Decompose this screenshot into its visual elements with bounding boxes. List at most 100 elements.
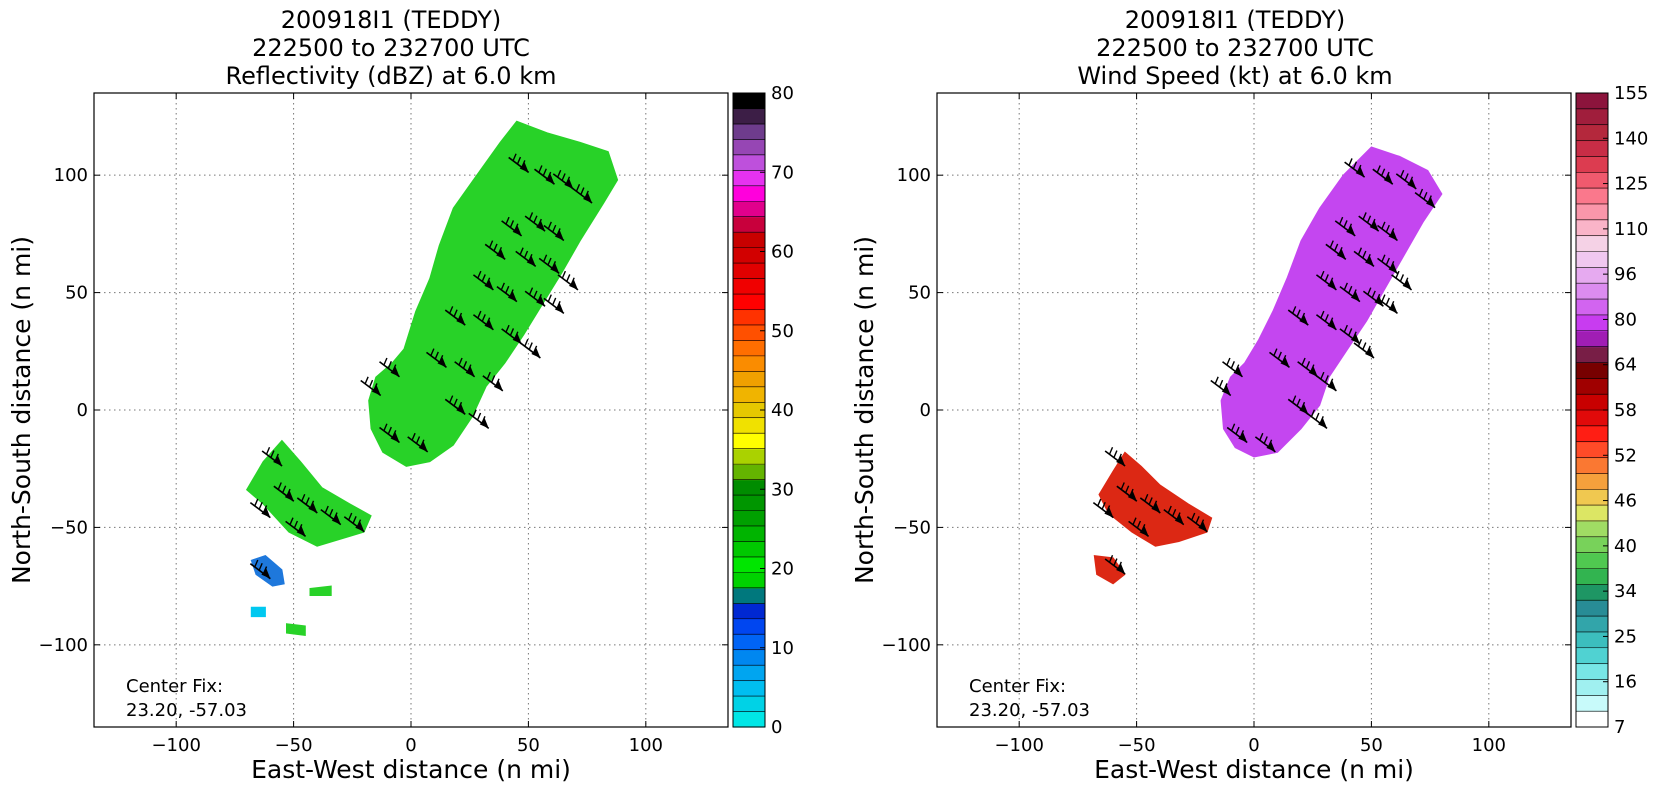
colorbar-swatch <box>733 696 765 713</box>
colorbar-swatch <box>1576 489 1608 506</box>
wind-barb <box>1353 338 1375 359</box>
wind-barb <box>1306 409 1328 430</box>
colorbar-tick-label: 140 <box>1614 128 1648 149</box>
colorbar: 7 16 25 34 40 46 52 58 64 80 96 110 125 140 155 <box>1575 83 1648 738</box>
colorbar-swatch <box>733 680 765 697</box>
colorbar-swatch <box>1576 314 1608 332</box>
wind-barb <box>484 240 506 260</box>
colorbar-tick-label: 58 <box>1614 400 1637 421</box>
colorbar-swatch <box>1576 584 1608 601</box>
colorbar-swatch <box>1576 711 1608 728</box>
wind-barb <box>1287 306 1309 326</box>
colorbar-swatch <box>1576 108 1608 126</box>
colorbar-swatch <box>733 216 765 233</box>
wind-barb <box>444 395 466 415</box>
colorbar-swatch <box>733 139 765 156</box>
wind-barb <box>557 270 579 291</box>
wind-barb <box>534 165 555 185</box>
wind-barb <box>1377 221 1398 242</box>
colorbar-swatch <box>1576 299 1608 316</box>
center-fix-label: Center Fix: <box>126 676 223 697</box>
colorbar-swatch <box>1576 536 1608 554</box>
colorbar-tick-label: 96 <box>1614 264 1637 285</box>
colorbar-swatch <box>733 154 765 171</box>
colorbar-swatch <box>733 247 765 264</box>
chart-title-line-2: 222500 to 232700 UTC <box>252 34 530 62</box>
wind-barb <box>1116 482 1138 502</box>
colorbar-tick-label: 10 <box>771 638 794 659</box>
wind-barb <box>1414 188 1436 209</box>
wind-barb <box>524 212 546 232</box>
wind-barb <box>1128 517 1150 538</box>
x-tick-label: −100 <box>994 735 1043 756</box>
y-tick-label: 0 <box>77 400 88 421</box>
wind-barb <box>1226 423 1248 444</box>
chart-title-line-2: 222500 to 232700 UTC <box>1096 34 1374 62</box>
wind-barb <box>1362 287 1384 307</box>
y-tick-label: 50 <box>908 283 931 304</box>
colorbar-tick-label: 46 <box>1614 491 1637 512</box>
wind-barb <box>1315 310 1337 331</box>
colorbar-swatch <box>1576 203 1608 221</box>
colorbar-swatch <box>1576 346 1608 364</box>
y-tick-label: 50 <box>65 283 88 304</box>
colorbar-tick-label: 80 <box>1614 309 1637 330</box>
colorbar-swatch <box>733 232 765 249</box>
colorbar-tick-label: 40 <box>1614 536 1637 557</box>
colorbar-swatch <box>1576 631 1608 649</box>
colorbar-swatch <box>1576 600 1608 617</box>
reflectivity-panel: 200918I1 (TEDDY) 222500 to 232700 UTC Re… <box>7 6 794 784</box>
wind-barb <box>407 432 429 453</box>
wind-barb <box>249 498 271 519</box>
region-main-rainband <box>368 120 619 467</box>
wind-barb <box>426 348 447 368</box>
chart-title-line-1: 200918I1 (TEDDY) <box>1125 6 1345 34</box>
colorbar-swatch <box>733 309 765 326</box>
colorbar-swatch <box>733 93 765 110</box>
colorbar-tick-label: 110 <box>1614 219 1648 240</box>
wind-barb <box>1325 240 1347 260</box>
wind-barb <box>1339 324 1361 345</box>
colorbar-swatch <box>1576 124 1608 142</box>
colorbar-tick-label: 60 <box>771 242 794 263</box>
colorbar-swatch <box>733 572 765 589</box>
data-layer <box>1092 146 1443 585</box>
colorbar-swatch <box>1576 235 1608 253</box>
x-tick-label: −50 <box>275 735 313 756</box>
y-tick-label: −50 <box>893 517 931 538</box>
x-tick-label: 0 <box>1248 735 1259 756</box>
x-tick-label: 0 <box>405 735 416 756</box>
colorbar-swatch <box>1576 695 1608 712</box>
colorbar-swatch <box>733 201 765 218</box>
colorbar-swatch <box>733 634 765 651</box>
wind-barb <box>1104 555 1126 575</box>
wind-barb <box>1315 270 1337 291</box>
plot-area: −100 −50 0 50 100 −100 −50 0 50 100 <box>882 92 1572 756</box>
center-fix-label: Center Fix: <box>969 676 1066 697</box>
wind-barb <box>1339 282 1361 303</box>
colorbar-swatch <box>733 495 765 512</box>
colorbar-swatch <box>1576 679 1608 696</box>
colorbar-swatch <box>1576 441 1608 459</box>
wind-barb <box>285 517 307 538</box>
colorbar-swatch <box>1576 457 1608 474</box>
x-tick-label: −100 <box>151 735 200 756</box>
colorbar-swatch <box>733 386 765 403</box>
wind-barb <box>501 216 523 237</box>
colorbar-swatch <box>733 541 765 558</box>
colorbar-swatch <box>733 185 765 202</box>
colorbar-swatch <box>733 448 765 465</box>
wind-barb <box>1358 212 1380 232</box>
wind-barb <box>1344 158 1366 178</box>
region-sw-band <box>245 439 372 547</box>
colorbar-swatch <box>733 479 765 496</box>
colorbar-tick-label: 125 <box>1614 174 1648 195</box>
colorbar-swatch <box>733 108 765 125</box>
colorbar-swatch <box>733 355 765 372</box>
x-tick-label: 50 <box>1360 735 1383 756</box>
wind-barb <box>538 254 560 275</box>
wind-barb <box>1210 376 1232 397</box>
colorbar-swatch <box>733 402 765 419</box>
colorbar-swatch <box>733 525 765 543</box>
